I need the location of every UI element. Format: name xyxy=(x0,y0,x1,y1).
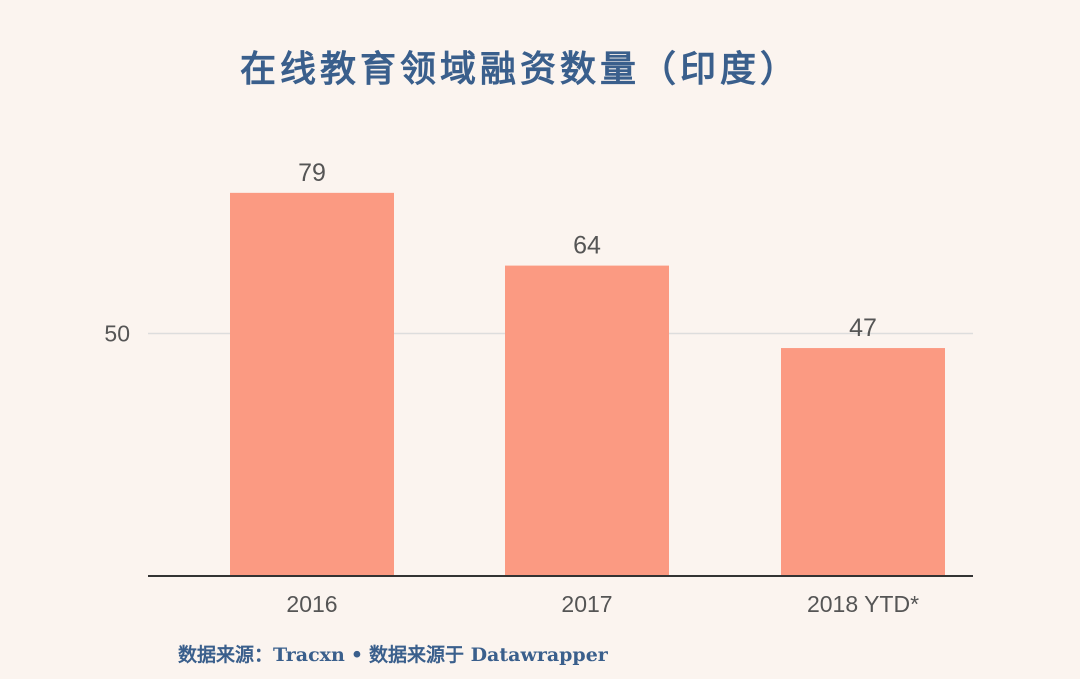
x-tick-label: 2016 xyxy=(286,591,337,617)
data-label: 79 xyxy=(298,159,326,187)
data-label: 64 xyxy=(573,232,601,260)
bars xyxy=(230,192,945,576)
bar-0 xyxy=(230,192,394,576)
chart-title: 在线教育领域融资数量（印度） xyxy=(239,48,800,90)
y-axis-labels: 50 xyxy=(104,321,130,347)
bar-2 xyxy=(781,348,945,576)
source-name: Tracxn xyxy=(273,644,345,666)
source-note: 数据来源：Tracxn • 数据来源于 Datawrapper xyxy=(178,640,608,667)
y-tick-label: 50 xyxy=(104,321,130,347)
source-prefix: 数据来源： xyxy=(178,644,274,666)
x-tick-label: 2017 xyxy=(561,591,612,617)
data-label: 47 xyxy=(849,314,877,342)
x-axis-labels: 2016 2017 2018 YTD* xyxy=(286,591,919,617)
source-credit: 数据来源于 Datawrapper xyxy=(368,644,608,666)
source-separator: • xyxy=(350,644,363,666)
x-tick-label: 2018 YTD* xyxy=(807,591,919,617)
data-labels: 79 64 47 xyxy=(298,159,877,342)
bar-1 xyxy=(505,265,669,576)
